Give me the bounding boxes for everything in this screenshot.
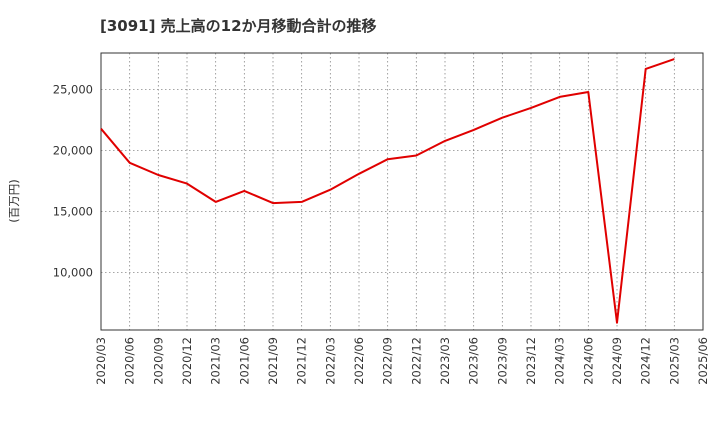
x-tick-label: 2022/06 — [352, 337, 366, 385]
grid — [101, 53, 703, 330]
x-tick-label: 2023/12 — [524, 337, 538, 385]
x-tick-label: 2020/12 — [180, 337, 194, 385]
y-tick-label: 25,000 — [53, 83, 93, 97]
x-tick-label: 2023/06 — [467, 337, 481, 385]
y-axis: 10,000 15,000 20,000 25,000 — [53, 83, 93, 280]
y-tick-label: 10,000 — [53, 266, 93, 280]
x-tick-label: 2021/06 — [237, 337, 251, 385]
x-tick-label: 2020/03 — [94, 337, 108, 385]
x-tick-label: 2025/06 — [696, 337, 710, 385]
x-tick-label: 2021/09 — [266, 337, 280, 385]
x-tick-label: 2022/12 — [409, 337, 423, 385]
x-tick-label: 2023/09 — [495, 337, 509, 385]
x-tick-label: 2024/12 — [639, 337, 653, 385]
x-tick-label: 2021/12 — [295, 337, 309, 385]
chart-title: [3091] 売上高の12か月移動合計の推移 — [100, 17, 377, 35]
x-tick-label: 2020/06 — [123, 337, 137, 385]
y-tick-label: 20,000 — [53, 144, 93, 158]
x-tick-label: 2023/03 — [438, 337, 452, 385]
y-tick-label: 15,000 — [53, 205, 93, 219]
x-tick-label: 2022/09 — [381, 337, 395, 385]
plot-area — [100, 52, 704, 331]
x-tick-label: 2024/06 — [581, 337, 595, 385]
x-tick-label: 2025/03 — [667, 337, 681, 385]
x-axis: 2020/03 2020/06 2020/09 2020/12 2021/03 2021/… — [94, 337, 710, 385]
x-tick-label: 2022/03 — [323, 337, 337, 385]
series-layer — [100, 58, 675, 324]
y-axis-label: (百万円) — [7, 179, 21, 222]
x-tick-label: 2021/03 — [209, 337, 223, 385]
x-tick-label: 2024/03 — [553, 337, 567, 385]
series-line — [100, 58, 675, 324]
x-tick-label: 2020/09 — [151, 337, 165, 385]
x-tick-label: 2024/09 — [610, 337, 624, 385]
